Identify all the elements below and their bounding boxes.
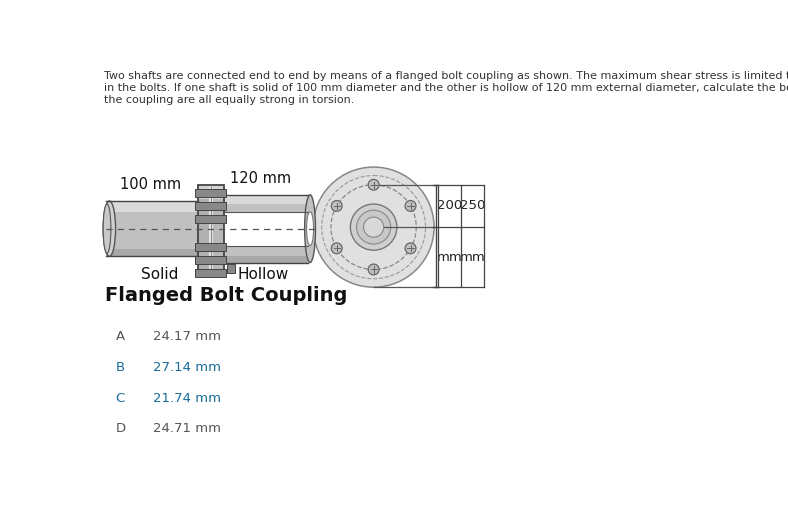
Polygon shape — [224, 256, 308, 262]
Polygon shape — [214, 185, 224, 199]
Text: 100 mm: 100 mm — [121, 177, 181, 191]
Polygon shape — [224, 212, 308, 246]
Text: in the bolts. If one shaft is solid of 100 mm diameter and the other is hollow o: in the bolts. If one shaft is solid of 1… — [104, 83, 788, 93]
Circle shape — [368, 179, 379, 190]
Circle shape — [405, 200, 416, 211]
Text: C: C — [116, 391, 125, 404]
Polygon shape — [106, 249, 198, 256]
Polygon shape — [106, 201, 198, 256]
Polygon shape — [195, 189, 226, 197]
Text: 250: 250 — [460, 199, 485, 213]
Text: 27.14 mm: 27.14 mm — [153, 361, 221, 374]
Polygon shape — [195, 269, 226, 277]
Ellipse shape — [305, 195, 315, 262]
Text: mm: mm — [437, 251, 463, 264]
Circle shape — [351, 204, 397, 250]
Polygon shape — [198, 185, 209, 272]
Polygon shape — [195, 256, 226, 264]
Text: Two shafts are connected end to end by means of a flanged bolt coupling as shown: Two shafts are connected end to end by m… — [104, 71, 788, 81]
Text: 24.17 mm: 24.17 mm — [153, 330, 221, 343]
Polygon shape — [198, 185, 209, 199]
Polygon shape — [224, 195, 308, 262]
Circle shape — [313, 167, 434, 287]
Text: 24.71 mm: 24.71 mm — [153, 422, 221, 436]
Text: A: A — [116, 330, 125, 343]
Polygon shape — [106, 201, 198, 212]
Text: Solid: Solid — [141, 267, 179, 282]
Polygon shape — [195, 215, 226, 223]
Circle shape — [331, 200, 342, 211]
Text: B: B — [116, 361, 125, 374]
Polygon shape — [195, 242, 226, 251]
Polygon shape — [214, 185, 224, 272]
Text: Hollow: Hollow — [237, 267, 288, 282]
Ellipse shape — [307, 212, 314, 246]
Polygon shape — [209, 185, 214, 272]
Polygon shape — [195, 201, 226, 210]
Text: D: D — [116, 422, 125, 436]
Circle shape — [368, 264, 379, 275]
Text: Flanged Bolt Coupling: Flanged Bolt Coupling — [105, 286, 347, 305]
Circle shape — [331, 243, 342, 254]
Ellipse shape — [103, 201, 116, 256]
Text: the coupling are all equally strong in torsion.: the coupling are all equally strong in t… — [104, 95, 355, 105]
Polygon shape — [227, 264, 235, 274]
Text: 21.74 mm: 21.74 mm — [153, 391, 221, 404]
Text: 200: 200 — [437, 199, 463, 213]
Circle shape — [405, 243, 416, 254]
Polygon shape — [224, 195, 308, 204]
Text: 120 mm: 120 mm — [230, 170, 292, 186]
Circle shape — [363, 217, 384, 237]
Circle shape — [357, 210, 391, 244]
Text: mm: mm — [460, 251, 485, 264]
Ellipse shape — [103, 204, 111, 254]
